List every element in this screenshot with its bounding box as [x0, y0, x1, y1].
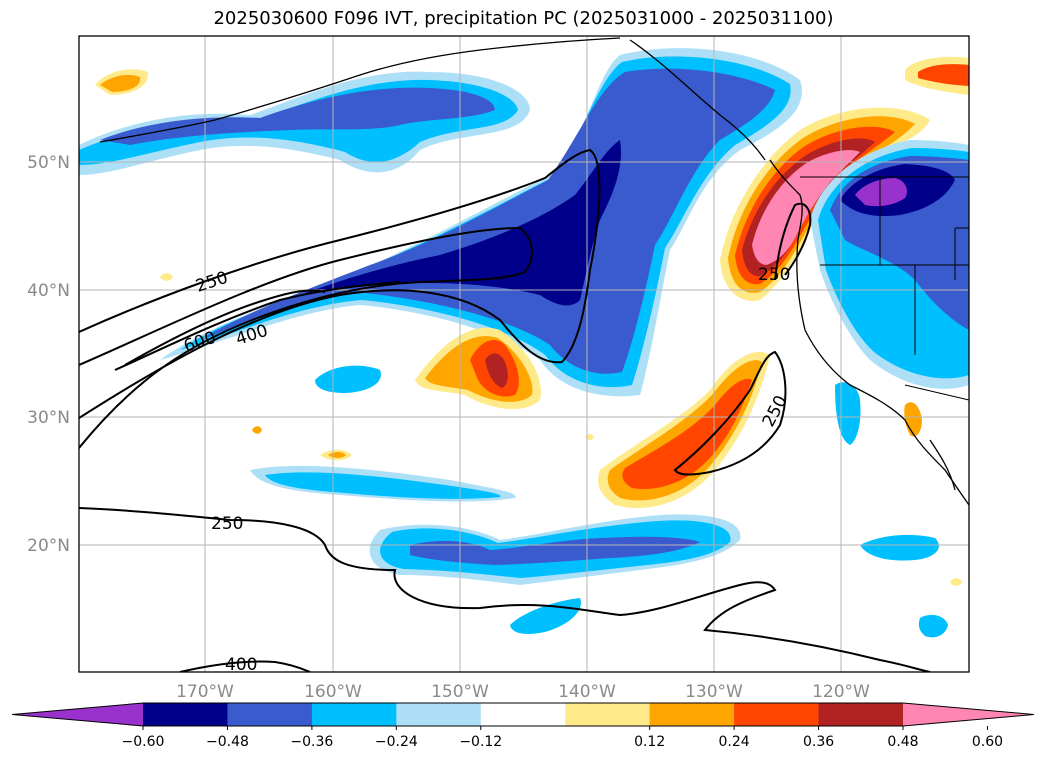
longitude-label: 150°W — [431, 682, 489, 702]
longitude-label: 170°W — [176, 682, 234, 702]
contour-label: 250 — [758, 265, 790, 285]
latitude-label: 20°N — [27, 536, 70, 556]
colorbar-tick-label: 0.12 — [634, 734, 665, 750]
contour-250-inner — [79, 226, 533, 449]
contour-250-se — [673, 350, 787, 476]
latitude-label: 30°N — [27, 408, 70, 428]
pos-region-central-core — [485, 353, 508, 388]
latitude-label: 40°N — [27, 281, 70, 301]
colorbar-extend-max — [903, 703, 1034, 726]
latitude-axis: 50°N 40°N 30°N 20°N — [27, 153, 70, 556]
contour-label-group: 250 600 400 250 250 250 400 — [181, 265, 791, 675]
coast-se-alaska — [629, 39, 766, 161]
colorbar-tick-label: 0.60 — [972, 734, 1003, 750]
colorbar-segment — [649, 703, 735, 726]
colorbar-segment — [311, 703, 397, 726]
neg-region-small-blob-1 — [315, 365, 381, 393]
coast-bc — [769, 159, 803, 241]
coast-mexico — [929, 439, 956, 491]
neg-region-main-band-high — [200, 68, 775, 374]
plot-frame — [78, 35, 970, 673]
neg-region-small-blob-3 — [918, 614, 948, 638]
pos-region-tongue-high — [622, 378, 752, 489]
filled-anomaly-layer — [79, 48, 969, 638]
gridlines — [79, 36, 969, 672]
neg-region-main-band-core — [300, 140, 621, 306]
longitude-label: 140°W — [558, 682, 616, 702]
contour-400 — [114, 281, 401, 371]
coast-aleutians — [99, 119, 216, 143]
coast-alaska — [214, 37, 621, 121]
coast-us-west — [796, 239, 906, 421]
colorbar-tick-label: −0.48 — [206, 734, 249, 750]
contour-label: 250 — [211, 514, 243, 534]
contour-250-south — [79, 507, 931, 672]
coast-baja — [904, 419, 969, 506]
pos-region-dot-5 — [252, 426, 262, 434]
state-borders — [800, 176, 970, 401]
colorbar-tick-label: 0.48 — [887, 734, 918, 750]
colorbar-segment — [565, 703, 651, 726]
ivt-contours — [79, 148, 931, 672]
colorbar-segment — [143, 703, 228, 726]
latitude-label: 50°N — [27, 153, 70, 173]
neg-region-west-us-max — [855, 178, 907, 207]
colorbar-tick-label: −0.36 — [290, 734, 333, 750]
pos-region-dot-4 — [160, 273, 173, 281]
contour-600 — [124, 289, 326, 366]
longitude-axis: 170°W 160°W 150°W 140°W 130°W 120°W — [176, 682, 870, 702]
pos-region-top-left-mid — [100, 74, 141, 92]
colorbar-segment — [396, 703, 482, 726]
colorbar-extend-min — [12, 703, 143, 726]
neg-region-south-band-mid — [265, 472, 501, 499]
longitude-label: 130°W — [685, 682, 743, 702]
contour-250-outer — [79, 148, 601, 419]
colorbar-segment — [480, 703, 566, 726]
contour-250-pnw — [774, 202, 812, 281]
border-states-5 — [904, 384, 970, 401]
colorbar-segment — [734, 703, 820, 726]
colorbar-tick-label: −0.24 — [375, 734, 418, 750]
neg-region-north-jet-core — [100, 87, 495, 145]
neg-region-south-high — [410, 536, 700, 565]
neg-region-subtropical-east — [860, 534, 939, 561]
colorbar-tick-label: −0.12 — [459, 734, 502, 750]
longitude-label: 160°W — [304, 682, 362, 702]
map-title: 2025030600 F096 IVT, precipitation PC (2… — [213, 8, 834, 29]
pos-region-dot-6 — [950, 578, 962, 586]
contour-400-south — [179, 660, 311, 672]
coastlines — [99, 37, 969, 506]
colorbar-tick-label: −0.60 — [122, 734, 165, 750]
border-states-4 — [954, 227, 969, 280]
pos-region-top-right-mid — [918, 64, 969, 86]
colorbar-tick-label: 0.24 — [719, 734, 750, 750]
colorbar-segment — [227, 703, 313, 726]
longitude-label: 120°W — [812, 682, 870, 702]
colorbar: −0.60 −0.48 −0.36 −0.24 −0.12 0.12 0.24 0.36 0.4… — [11, 702, 1035, 750]
contour-label: 400 — [225, 655, 257, 675]
colorbar-segment — [818, 703, 904, 726]
colorbar-tick-label: 0.36 — [803, 734, 834, 750]
